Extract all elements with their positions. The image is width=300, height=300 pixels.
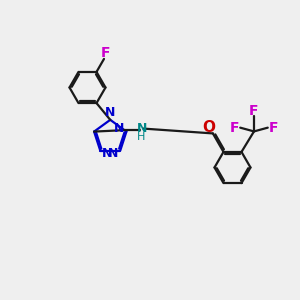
- Text: O: O: [202, 120, 215, 135]
- Text: N: N: [136, 122, 147, 135]
- Text: F: F: [230, 121, 239, 135]
- Text: F: F: [249, 104, 259, 118]
- Text: N: N: [102, 147, 112, 160]
- Text: H: H: [137, 132, 145, 142]
- Text: N: N: [108, 147, 119, 160]
- Text: F: F: [100, 46, 110, 60]
- Text: N: N: [105, 106, 116, 119]
- Text: N: N: [114, 122, 124, 135]
- Text: F: F: [268, 121, 278, 135]
